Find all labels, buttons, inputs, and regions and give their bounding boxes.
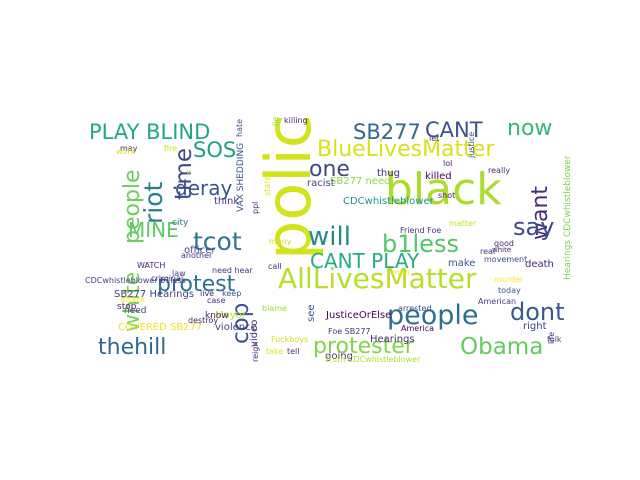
word-justiceorelse: JusticeOrElse: [326, 310, 392, 321]
word-u: u: [186, 167, 192, 176]
word-tell: tell: [287, 347, 300, 356]
word-criminal: criminal: [151, 274, 184, 283]
word-alllivesmatter: AllLivesMatter: [278, 262, 477, 295]
word-cant: CANT: [425, 118, 483, 142]
word-movement: movement: [484, 255, 528, 264]
word-say: say: [513, 213, 555, 241]
word-murder: murder: [494, 275, 524, 284]
word-case: case: [207, 296, 226, 305]
word-let: let: [429, 134, 440, 143]
word-think: think: [214, 196, 240, 207]
word-racist: racist: [307, 178, 335, 189]
word-call: call: [268, 262, 282, 271]
word-now: now: [507, 116, 553, 141]
word-fuckboys: Fuckboys: [271, 335, 309, 344]
word-mayor: Mayor: [215, 310, 246, 321]
word-mine: MINE: [128, 218, 179, 242]
word-bluelivesmatter: BlueLivesMatter: [317, 137, 495, 162]
word-cdcwhistleblower: CDCwhistleblower: [343, 196, 434, 207]
word-tcot: tcot: [193, 227, 242, 256]
word-obama: Obama: [460, 334, 544, 360]
word-fire: fire: [164, 144, 178, 153]
word-attack: attack: [120, 295, 146, 304]
word-folk: folk: [547, 335, 562, 344]
word-stop: stop: [117, 302, 137, 312]
word-state: state: [263, 175, 272, 196]
word-good: good: [494, 239, 514, 248]
word-killed: killed: [425, 171, 452, 182]
word-see: see: [306, 304, 317, 322]
word-officer: officer: [184, 245, 216, 256]
word-cloud: police black AllLivesMatter BlueLivesMat…: [80, 112, 576, 367]
word-killing: killing: [284, 116, 308, 125]
word-keep: keep: [222, 289, 242, 298]
word-need: need: [124, 306, 147, 316]
word-hearings: Hearings: [370, 334, 415, 345]
word-sb277: SB277: [353, 120, 421, 144]
word-sb277-hearings: SB277 Hearings: [114, 289, 195, 300]
word-america: America: [401, 324, 434, 333]
word-city: city: [172, 218, 189, 228]
word-play-blind: PLAY BLIND: [89, 120, 211, 144]
word-deray: deray: [175, 176, 233, 200]
word-justice: justice: [467, 131, 476, 158]
word-shot: shot: [438, 191, 456, 200]
word-real: real: [480, 247, 496, 256]
word-lie: lie: [271, 116, 280, 126]
word-sb277-need: SB277 need: [330, 176, 391, 187]
word-thehill: thehill: [98, 335, 167, 360]
word-right: right: [523, 321, 547, 332]
word-reign: reign: [251, 341, 260, 362]
word-going: going: [325, 351, 353, 362]
word-watch: WATCH: [137, 261, 166, 270]
word-one: one: [309, 157, 350, 182]
word-b1less: b1less: [382, 230, 459, 258]
word-protest: protest: [157, 272, 236, 297]
word-protester: protester: [313, 334, 414, 359]
word-white: white: [492, 246, 512, 254]
word-take: take: [266, 347, 284, 356]
word-cdcwhistleblower-b1less: CDCwhistleblower b1less: [85, 276, 186, 285]
word-know: know: [205, 311, 229, 321]
word-another: another: [181, 251, 213, 260]
word-will: will: [308, 222, 351, 252]
word-lol: lol: [443, 159, 453, 168]
word-covered-sb277: COVERED SB277: [118, 322, 203, 333]
word-blame: blame: [262, 304, 287, 313]
word-man: man: [392, 268, 410, 277]
word-ppl: ppl: [251, 201, 260, 214]
word-hearings-cdcwhistleblower: Hearings CDCwhistleblower: [563, 155, 573, 280]
word-black: black: [385, 164, 502, 215]
word-american: American: [478, 297, 517, 306]
word-hate: hate: [235, 118, 244, 137]
word-make: make: [448, 258, 476, 269]
word-people: people: [387, 300, 479, 331]
word-death: death: [525, 259, 554, 270]
word-many: many: [269, 237, 292, 246]
word-really: really: [488, 166, 511, 175]
word-cant-play: CANT PLAY: [310, 249, 420, 273]
word-work: work: [116, 147, 136, 156]
word-thug: thug: [377, 168, 400, 179]
word-dont: dont: [510, 298, 565, 326]
word-destroy: destroy: [188, 316, 219, 325]
word-friend-foe: Friend Foe: [400, 226, 442, 235]
word-need-hear: need hear: [212, 266, 253, 275]
word-today: today: [498, 286, 521, 295]
word-may: may: [120, 144, 138, 153]
word-violence: violence: [215, 322, 257, 333]
word-law: law: [172, 269, 186, 278]
word-arrested: arrested: [398, 304, 432, 313]
word-live: live: [200, 289, 215, 298]
word-foe-sb277: Foe SB277: [328, 327, 371, 336]
word-sos: SOS: [193, 138, 237, 162]
word-truth-cdcwhistleblower: Truth CDCwhistleblower: [325, 355, 421, 364]
word-matter: matter: [449, 219, 477, 228]
